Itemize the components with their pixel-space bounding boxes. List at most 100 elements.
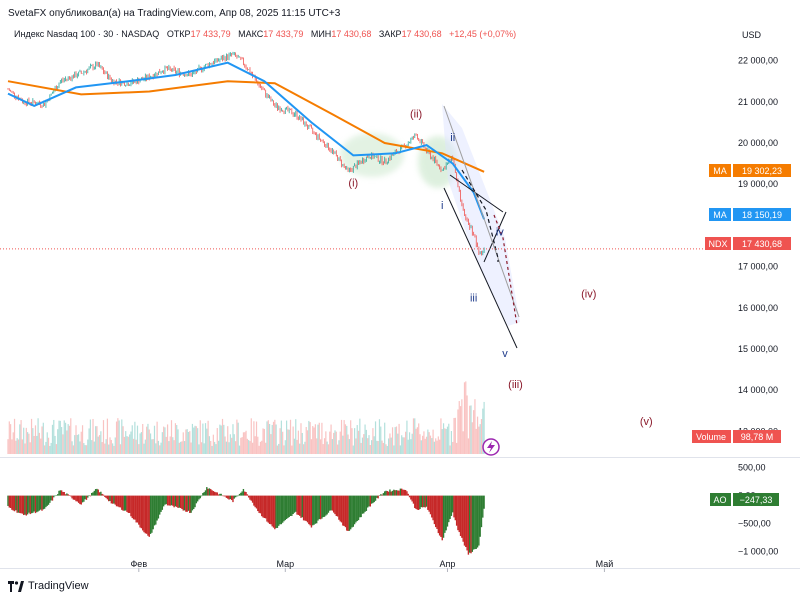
volume-bar — [405, 431, 407, 454]
volume-bar — [212, 434, 214, 454]
volume-bar — [21, 439, 23, 454]
volume-bar — [263, 428, 265, 454]
volume-bar — [30, 418, 33, 454]
ao-bar — [406, 491, 408, 496]
ao-bar — [236, 495, 238, 497]
volume-bar — [371, 440, 373, 454]
ao-bar — [244, 491, 246, 496]
volume-bar — [293, 438, 296, 454]
ao-bar — [123, 495, 126, 511]
volume-bar — [119, 444, 122, 454]
ao-bar — [437, 495, 440, 534]
ao-bar — [272, 495, 275, 528]
ao-bar — [391, 490, 394, 496]
svg-text:Volume: Volume — [696, 432, 726, 442]
brand-footer[interactable]: TradingView — [8, 580, 89, 592]
volume-bar — [408, 432, 411, 454]
volume-bar — [407, 439, 409, 454]
volume-bar — [374, 421, 377, 454]
volume-bar — [268, 423, 271, 454]
volume-bar — [389, 433, 391, 454]
ao-bar — [16, 495, 18, 513]
time-axis[interactable]: Фев Мар Апр Май — [130, 559, 613, 572]
ao-bar — [186, 495, 188, 512]
ao-bar — [75, 495, 77, 502]
volume-bar — [364, 424, 366, 454]
volume-bar — [342, 435, 344, 454]
volume-bar — [24, 443, 26, 454]
volume-bar — [115, 421, 118, 454]
ao-bar — [301, 495, 303, 518]
volume-bar — [283, 445, 285, 454]
volume-bar — [340, 419, 343, 454]
ao-bar — [194, 495, 196, 508]
ao-bar — [414, 495, 416, 509]
volume-bar — [427, 429, 429, 454]
volume-bar — [415, 428, 417, 454]
volume-bar — [64, 422, 67, 454]
volume-bar — [245, 430, 247, 454]
volume-bar — [414, 418, 416, 454]
ao-bar — [155, 495, 157, 525]
ao-axis[interactable]: 500,000,00−500,00−1 000,00 — [738, 463, 778, 557]
ao-bar — [251, 495, 254, 503]
ao-bar — [118, 495, 120, 508]
ao-bar — [338, 495, 340, 520]
volume-bar — [428, 432, 430, 454]
ao-bar — [310, 495, 313, 528]
volume-bar — [394, 427, 396, 454]
volume-bar — [157, 440, 160, 454]
ao-bar — [230, 495, 233, 501]
ao-bar — [432, 495, 434, 521]
volume-bar — [195, 426, 197, 454]
volume-bar — [377, 441, 379, 454]
volume-bar — [367, 438, 369, 454]
volume-bar — [253, 421, 255, 454]
ao-bar — [309, 495, 311, 526]
volume-bar — [285, 420, 288, 454]
volume-bar — [217, 440, 220, 454]
ao-tick-label: 500,00 — [738, 463, 766, 473]
ao-bar — [373, 495, 375, 503]
ao-bar — [153, 495, 156, 526]
ao-bar — [199, 495, 201, 499]
volume-bar — [74, 435, 76, 454]
volume-bar — [322, 444, 324, 454]
ao-bar — [85, 495, 88, 500]
ao-bar — [224, 495, 226, 497]
volume-bar — [334, 430, 336, 454]
ao-bar — [156, 495, 158, 521]
ao-bar — [89, 495, 92, 497]
volume-bar — [186, 429, 188, 454]
lightning-icon[interactable] — [482, 438, 500, 456]
volume-bar — [81, 425, 84, 454]
ao-bar — [296, 495, 298, 515]
volume-bar — [198, 444, 200, 454]
volume-bar — [208, 436, 211, 454]
volume-bar — [458, 401, 460, 454]
volume-bar — [361, 437, 364, 454]
ao-bar — [284, 495, 286, 521]
ao-bar — [305, 495, 307, 522]
ao-bar — [399, 488, 402, 496]
price-tick-label: 21 000,00 — [738, 97, 778, 107]
volume-bar — [193, 427, 195, 454]
volume-bar — [376, 440, 378, 454]
ao-bar — [101, 493, 103, 496]
volume-bar — [321, 422, 323, 454]
ao-bar — [177, 495, 179, 508]
brand-text: TradingView — [28, 580, 89, 592]
ao-bar — [21, 495, 24, 514]
volume-bar — [148, 429, 150, 454]
volume-bar — [126, 436, 128, 454]
volume-bar — [109, 437, 111, 454]
ao-bar — [259, 495, 262, 514]
ao-bar — [111, 495, 114, 504]
volume-bar — [91, 440, 93, 454]
ao-bar — [433, 495, 436, 525]
ao-bar — [465, 495, 467, 548]
volume-bar — [20, 420, 22, 454]
ao-bar — [411, 495, 413, 502]
